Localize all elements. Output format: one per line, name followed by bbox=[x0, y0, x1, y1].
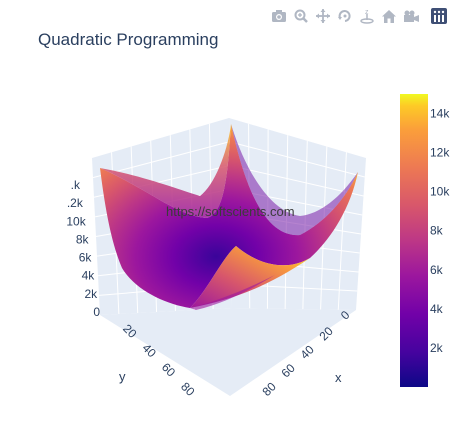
camera-icon[interactable] bbox=[270, 7, 288, 25]
orbit-icon[interactable] bbox=[336, 7, 354, 25]
plotly-logo-icon[interactable] bbox=[430, 7, 448, 25]
svg-text:z: z bbox=[365, 9, 369, 16]
colorbar-tick-label: 10k bbox=[430, 185, 450, 199]
y-tick-label: 80 bbox=[178, 379, 198, 399]
colorbar-tick-label: 8k bbox=[430, 224, 444, 238]
y-tick-label: 60 bbox=[159, 360, 179, 380]
x-tick-label: 60 bbox=[278, 361, 298, 381]
gridline bbox=[229, 165, 364, 197]
y-axis-title: y bbox=[119, 369, 126, 384]
pan-icon[interactable] bbox=[314, 7, 332, 25]
z-tick-label: 4k bbox=[82, 269, 96, 283]
video-camera-icon[interactable] bbox=[402, 7, 420, 25]
colorbar-tick-label: 2k bbox=[430, 341, 444, 355]
watermark-text: https://softscients.com bbox=[166, 204, 295, 219]
z-tick-label: .2k bbox=[67, 196, 84, 210]
z-tick-label: .k bbox=[71, 178, 81, 192]
z-axis-ticks: 0 2k 4k 6k 8k 10k .2k .k bbox=[66, 178, 100, 319]
z-tick-label: 10k bbox=[66, 214, 86, 228]
z-tick-label: 6k bbox=[79, 251, 93, 265]
turntable-icon[interactable]: z bbox=[358, 7, 376, 25]
colorbar: 2k 4k 6k 8k 10k 12k 14k bbox=[400, 94, 450, 387]
surface-mesh bbox=[100, 124, 358, 310]
colorbar-gradient bbox=[400, 94, 428, 387]
z-tick-label: 8k bbox=[76, 232, 90, 246]
colorbar-tick-label: 12k bbox=[430, 146, 450, 160]
colorbar-tick-label: 6k bbox=[430, 263, 444, 277]
chart-title: Quadratic Programming bbox=[38, 30, 219, 49]
home-icon[interactable] bbox=[380, 7, 398, 25]
colorbar-tick-label: 14k bbox=[430, 107, 450, 121]
z-tick-label: 0 bbox=[93, 305, 100, 319]
zoom-icon[interactable] bbox=[292, 7, 310, 25]
gridline bbox=[229, 141, 365, 178]
x-tick-label: 80 bbox=[259, 379, 279, 399]
colorbar-tick-label: 4k bbox=[430, 302, 444, 316]
z-tick-label: 2k bbox=[84, 287, 98, 301]
x-axis-title: x bbox=[335, 370, 342, 385]
colorbar-ticks: 2k 4k 6k 8k 10k 12k 14k bbox=[430, 107, 450, 355]
modebar: z bbox=[270, 6, 448, 26]
